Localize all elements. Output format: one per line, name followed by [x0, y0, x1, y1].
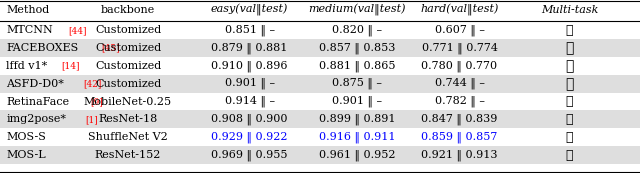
Text: MTCNN: MTCNN — [6, 25, 53, 35]
Text: Customized: Customized — [95, 79, 161, 89]
Text: [44]: [44] — [68, 26, 87, 35]
Text: 0.820 ‖ –: 0.820 ‖ – — [332, 25, 382, 36]
Bar — [0, 111, 640, 128]
Text: 0.744 ‖ –: 0.744 ‖ – — [435, 78, 484, 89]
Text: lffd v1*: lffd v1* — [6, 61, 47, 71]
Text: ResNet-152: ResNet-152 — [95, 150, 161, 160]
Text: MOS-S: MOS-S — [6, 132, 46, 142]
Text: easy(val‖test): easy(val‖test) — [211, 3, 288, 16]
Text: 0.881 ‖ 0.865: 0.881 ‖ 0.865 — [319, 60, 396, 72]
Bar — [0, 39, 640, 57]
Text: ✓: ✓ — [566, 95, 573, 108]
Text: 0.908 ‖ 0.900: 0.908 ‖ 0.900 — [211, 114, 288, 125]
Text: MobileNet-0.25: MobileNet-0.25 — [84, 97, 172, 107]
Text: 0.921 ‖ 0.913: 0.921 ‖ 0.913 — [421, 149, 498, 161]
Text: 0.901 ‖ –: 0.901 ‖ – — [225, 78, 275, 89]
Text: [9]: [9] — [90, 97, 102, 106]
Text: ✓: ✓ — [566, 148, 573, 162]
Text: 0.771 ‖ 0.774: 0.771 ‖ 0.774 — [422, 42, 497, 54]
Text: hard(val‖test): hard(val‖test) — [420, 3, 499, 16]
Text: ASFD-D0*: ASFD-D0* — [6, 79, 64, 89]
Text: [42]: [42] — [83, 79, 101, 88]
Text: ✓: ✓ — [566, 113, 573, 126]
Text: 0.607 ‖ –: 0.607 ‖ – — [435, 25, 484, 36]
Text: [45]: [45] — [102, 44, 120, 53]
Text: 0.914 ‖ –: 0.914 ‖ – — [225, 96, 275, 107]
Bar — [0, 146, 640, 164]
Text: MOS-L: MOS-L — [6, 150, 46, 160]
Text: Customized: Customized — [95, 43, 161, 53]
Text: [1]: [1] — [86, 115, 99, 124]
Text: Customized: Customized — [95, 25, 161, 35]
Text: 0.780 ‖ 0.770: 0.780 ‖ 0.770 — [422, 60, 497, 72]
Text: Method: Method — [6, 4, 50, 15]
Text: ✗: ✗ — [565, 77, 574, 91]
Text: 0.910 ‖ 0.896: 0.910 ‖ 0.896 — [211, 60, 288, 72]
Text: ✓: ✓ — [566, 24, 573, 37]
Text: ✗: ✗ — [565, 59, 574, 73]
Text: 0.857 ‖ 0.853: 0.857 ‖ 0.853 — [319, 42, 396, 54]
Bar — [0, 75, 640, 93]
Text: 0.879 ‖ 0.881: 0.879 ‖ 0.881 — [211, 42, 288, 54]
Text: backbone: backbone — [101, 4, 155, 15]
Text: ✓: ✓ — [566, 131, 573, 144]
Text: 0.901 ‖ –: 0.901 ‖ – — [332, 96, 382, 107]
Text: Customized: Customized — [95, 61, 161, 71]
Text: 0.875 ‖ –: 0.875 ‖ – — [332, 78, 382, 89]
Text: 0.929 ‖ 0.922: 0.929 ‖ 0.922 — [211, 131, 288, 143]
Text: ShuffleNet V2: ShuffleNet V2 — [88, 132, 168, 142]
Text: Multi-task: Multi-task — [541, 4, 598, 15]
Text: [14]: [14] — [61, 61, 80, 70]
Text: 0.851 ‖ –: 0.851 ‖ – — [225, 25, 275, 36]
Text: 0.847 ‖ 0.839: 0.847 ‖ 0.839 — [421, 114, 498, 125]
Text: ResNet-18: ResNet-18 — [99, 114, 157, 124]
Text: 0.899 ‖ 0.891: 0.899 ‖ 0.891 — [319, 114, 396, 125]
Text: FACEBOXES: FACEBOXES — [6, 43, 79, 53]
Text: img2pose*: img2pose* — [6, 114, 67, 124]
Text: RetinaFace: RetinaFace — [6, 97, 70, 107]
Text: 0.859 ‖ 0.857: 0.859 ‖ 0.857 — [421, 131, 498, 143]
Text: 0.961 ‖ 0.952: 0.961 ‖ 0.952 — [319, 149, 396, 161]
Text: ✗: ✗ — [565, 41, 574, 55]
Text: 0.916 ‖ 0.911: 0.916 ‖ 0.911 — [319, 131, 396, 143]
Text: medium(val‖test): medium(val‖test) — [308, 3, 406, 16]
Text: 0.969 ‖ 0.955: 0.969 ‖ 0.955 — [211, 149, 288, 161]
Text: 0.782 ‖ –: 0.782 ‖ – — [435, 96, 484, 107]
